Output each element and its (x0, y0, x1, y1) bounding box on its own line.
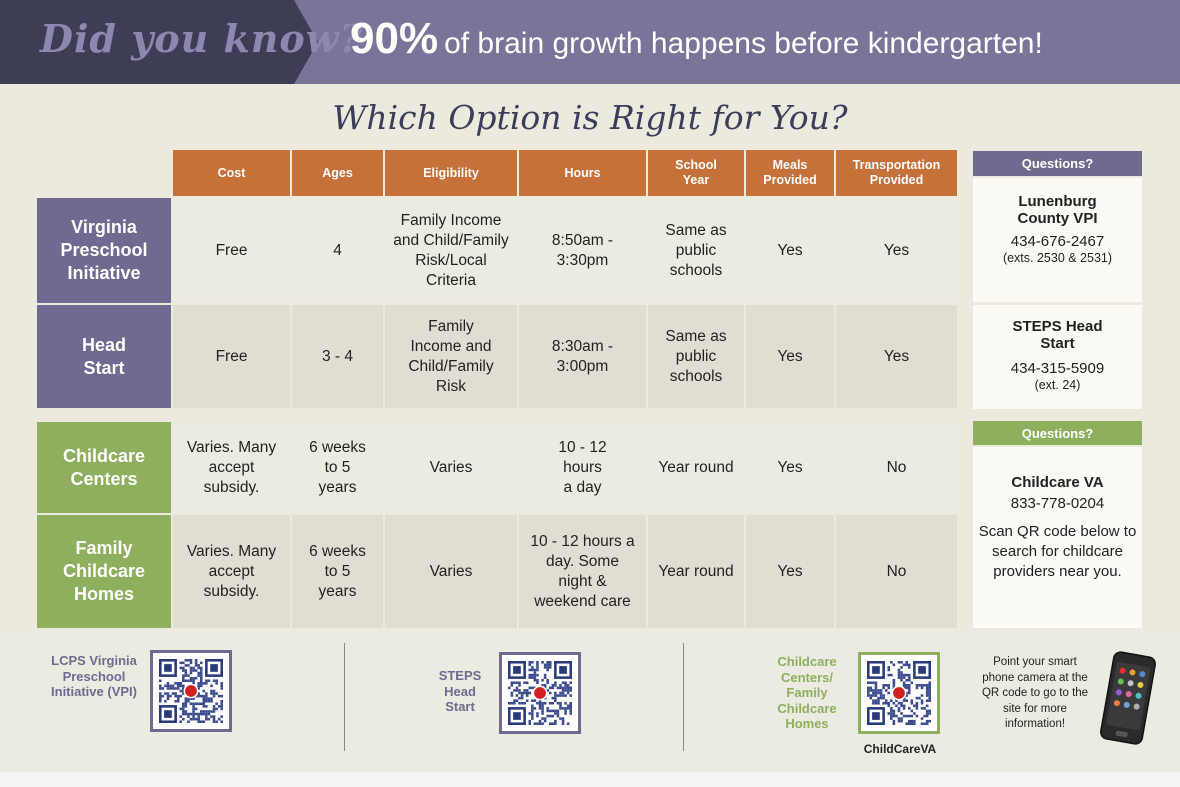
questions-box-childcare (973, 447, 1142, 628)
bottom-strip (0, 772, 1180, 787)
col-header-transportation: Transportation Provided (836, 150, 957, 196)
cell-eligibility: Varies (385, 422, 517, 513)
cell-cost: Varies. Many accept subsidy. (173, 422, 290, 513)
cell-transportation: No (836, 515, 957, 628)
cell-ages: 6 weeks to 5 years (292, 422, 383, 513)
cell-hours: 10 - 12 hours a day. Some night & weeken… (519, 515, 646, 628)
contact-lunenburg: Lunenburg County VPI 434-676-2467 (exts.… (978, 193, 1137, 267)
cell-hours: 8:50am - 3:30pm (519, 198, 646, 303)
qr-image (867, 661, 931, 725)
contact-phone: 434-676-2467 (1010, 233, 1105, 250)
qr-caption-childcare: ChildCareVA (863, 742, 937, 756)
cell-ages: 3 - 4 (292, 305, 383, 408)
questions-box-lunenburg (973, 178, 1142, 302)
cell-meals: Yes (746, 515, 834, 628)
cell-school-year: Year round (648, 422, 744, 513)
qr-label-vpi: LCPS Virginia Preschool Initiative (VPI) (51, 653, 137, 699)
qr-label-steps: STEPS Head Start (438, 668, 482, 714)
cell-school-year: Same as public schools (648, 198, 744, 303)
divider (344, 643, 345, 751)
qr-code-childcare[interactable] (858, 652, 940, 734)
contact-steps: STEPS Head Start 434-315-5909 (ext. 24) (978, 318, 1137, 394)
row-label-vpi: Virginia Preschool Initiative (37, 198, 171, 303)
cell-transportation: Yes (836, 305, 957, 408)
col-header-school-year: School Year (648, 150, 744, 196)
cell-eligibility: Family Income and Child/Family Risk (385, 305, 517, 408)
contact-ext: (exts. 2530 & 2531) (1002, 251, 1113, 265)
cell-hours: 10 - 12 hours a day (519, 422, 646, 513)
questions-header-green: Questions? (973, 421, 1142, 445)
col-header-meals: Meals Provided (746, 150, 834, 196)
col-header-cost: Cost (173, 150, 290, 196)
contact-phone: 434-315-5909 (1010, 360, 1105, 377)
contact-phone: 833-778-0204 (1010, 495, 1105, 512)
cell-ages: 4 (292, 198, 383, 303)
cell-cost: Free (173, 198, 290, 303)
contact-childcare: Childcare VA 833-778-0204 Scan QR code b… (978, 474, 1137, 582)
cell-meals: Yes (746, 305, 834, 408)
qr-code-steps[interactable] (499, 652, 581, 734)
contact-name: Childcare VA (1011, 474, 1104, 491)
phone-instructions: Point your smart phone camera at the QR … (981, 656, 1089, 730)
row-label-childcare-centers: Childcare Centers (37, 422, 171, 513)
col-header-hours: Hours (519, 150, 646, 196)
qr-image (508, 661, 572, 725)
qr-image (159, 659, 223, 723)
banner-stat: 90% of brain growth happens before kinder… (350, 14, 1043, 64)
cell-meals: Yes (746, 422, 834, 513)
cell-transportation: Yes (836, 198, 957, 303)
cell-cost: Free (173, 305, 290, 408)
col-header-eligibility: Eligibility (385, 150, 517, 196)
col-header-ages: Ages (292, 150, 383, 196)
cell-school-year: Year round (648, 515, 744, 628)
cell-meals: Yes (746, 198, 834, 303)
row-label-head-start: Head Start (37, 305, 171, 408)
questions-header: Questions? (973, 151, 1142, 176)
contact-name: STEPS Head Start (1012, 318, 1103, 352)
qr-code-vpi[interactable] (150, 650, 232, 732)
cell-eligibility: Varies (385, 515, 517, 628)
qr-label-childcare: Childcare Centers/ Family Childcare Home… (777, 654, 837, 731)
contact-note: Scan QR code below to search for childca… (978, 523, 1137, 580)
contact-ext: (ext. 24) (1034, 378, 1081, 392)
stat-percent: 90% (350, 14, 439, 63)
cell-transportation: No (836, 422, 957, 513)
stat-text: of brain growth happens before kindergar… (444, 27, 1043, 60)
cell-school-year: Same as public schools (648, 305, 744, 408)
cell-eligibility: Family Income and Child/Family Risk/Loca… (385, 198, 517, 303)
divider (683, 643, 684, 751)
cell-hours: 8:30am - 3:00pm (519, 305, 646, 408)
banner-left-panel (0, 0, 318, 84)
banner: Did you know? 90% of brain growth happens… (0, 0, 1180, 84)
row-label-family-childcare: Family Childcare Homes (37, 515, 171, 628)
did-you-know-text: Did you know? (40, 16, 363, 61)
page-title: Which Option is Right for You? (332, 98, 848, 137)
contact-name: Lunenburg County VPI (1017, 193, 1098, 227)
questions-box-steps (973, 305, 1142, 409)
cell-ages: 6 weeks to 5 years (292, 515, 383, 628)
smartphone-icon (1100, 651, 1156, 745)
cell-cost: Varies. Many accept subsidy. (173, 515, 290, 628)
